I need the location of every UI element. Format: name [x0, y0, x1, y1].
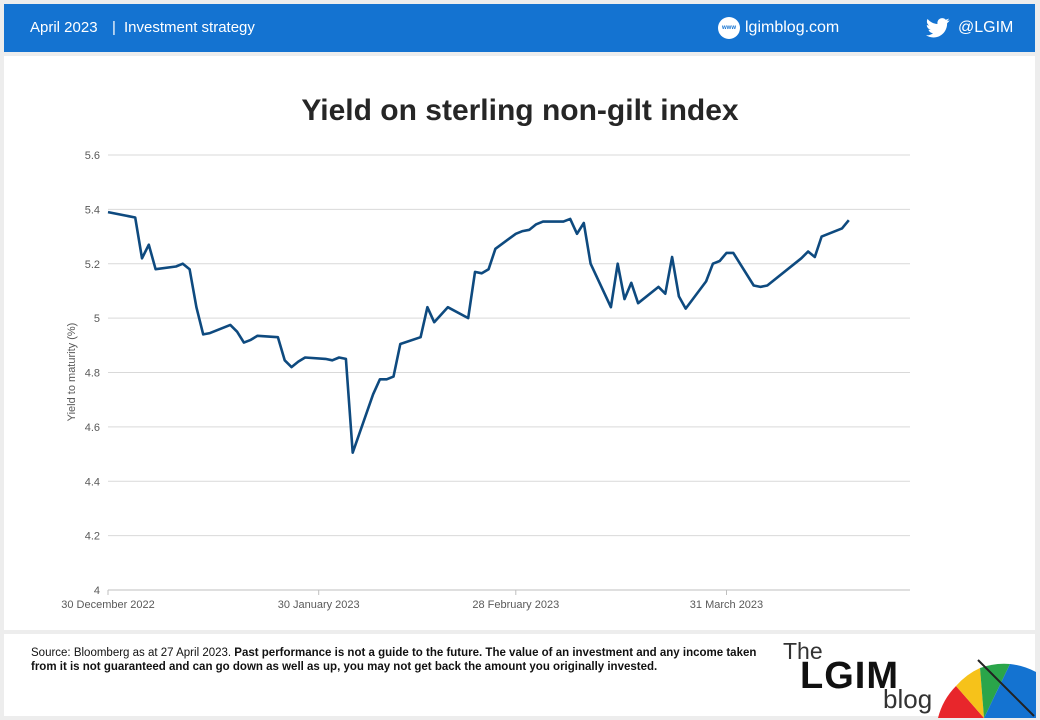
y-tick-label: 5.2 [85, 259, 100, 271]
logo-the: The [783, 638, 823, 664]
header-bar: April 2023 | Investment strategy www lgi… [4, 4, 1035, 52]
footer-panel [4, 634, 1035, 716]
x-tick-label: 28 February 2023 [472, 599, 559, 611]
x-tick-label: 30 December 2022 [61, 599, 155, 611]
logo-lgim: LGIM [800, 655, 899, 697]
twitter-handle[interactable]: @LGIM [958, 19, 1014, 36]
source-note: Source: Bloomberg as at 27 April 2023. P… [31, 646, 766, 674]
header-separator: | [112, 19, 116, 36]
www-icon: www [718, 17, 740, 39]
header-date: April 2023 [30, 19, 98, 36]
y-tick-label: 5.4 [85, 204, 100, 216]
x-tick-label: 31 March 2023 [690, 599, 763, 611]
y-tick-label: 4 [94, 585, 100, 597]
x-tick-label: 30 January 2023 [278, 599, 360, 611]
series-line [107, 210, 850, 455]
y-tick-label: 5.6 [85, 150, 100, 162]
source-text: Source: Bloomberg as at 27 April 2023. [31, 647, 235, 659]
disclaimer-text: Past performance is not a guide to the f… [31, 647, 757, 673]
y-tick-label: 4.6 [85, 422, 100, 434]
logo-blog: blog [883, 684, 933, 714]
y-axis-label: Yield to maturity (%) [66, 323, 78, 422]
chart-title: Yield on sterling non-gilt index [301, 94, 739, 127]
y-tick-label: 4.8 [85, 368, 100, 380]
y-tick-label: 5 [94, 313, 100, 325]
chart-panel [4, 56, 1035, 630]
site-link[interactable]: lgimblog.com [745, 19, 840, 36]
y-tick-label: 4.2 [85, 531, 100, 543]
header-section: Investment strategy [124, 19, 255, 36]
y-tick-label: 4.4 [85, 476, 100, 488]
twitter-icon[interactable] [926, 17, 950, 39]
umbrella-icon [938, 659, 1036, 718]
